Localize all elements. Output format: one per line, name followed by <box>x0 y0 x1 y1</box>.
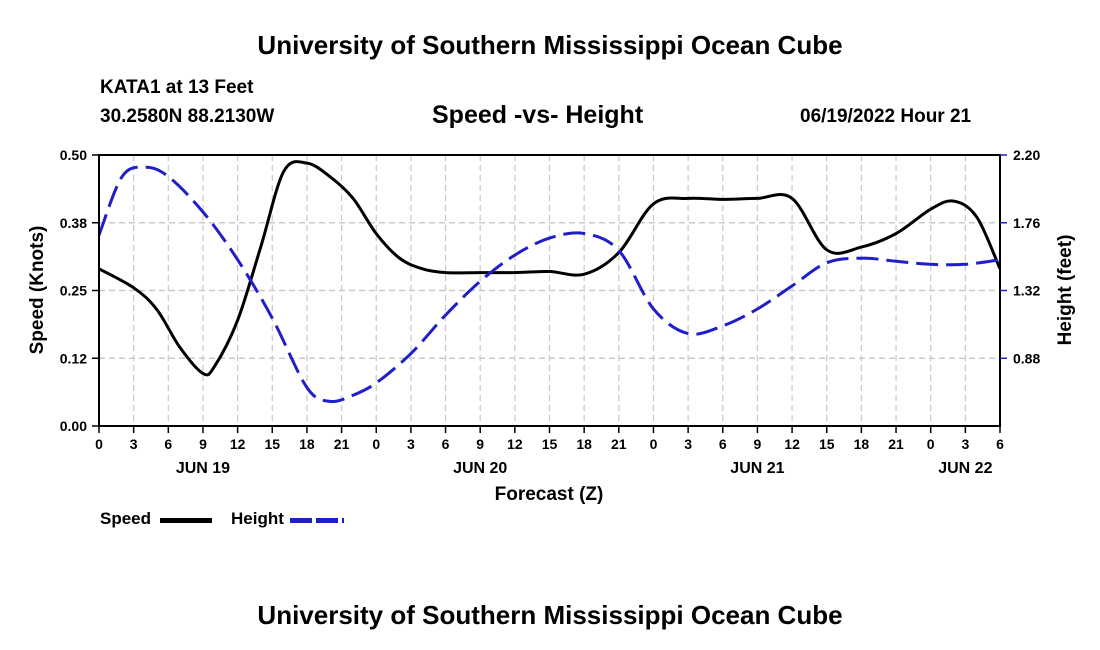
y-tick-label: 0.12 <box>60 350 87 366</box>
x-tick-label: 12 <box>784 436 800 452</box>
station-coordinates: 30.2580N 88.2130W <box>100 106 275 127</box>
height-series-line <box>99 165 1000 404</box>
x-tick-label: 3 <box>130 436 138 452</box>
y-tick-label: 0.38 <box>60 215 87 231</box>
y2-tick-label: 0.88 <box>1013 350 1040 366</box>
header-title: University of Southern Mississippi Ocean… <box>257 30 843 60</box>
x-tick-label: 9 <box>199 436 207 452</box>
x-tick-label: 12 <box>507 436 523 452</box>
x-tick-label: 15 <box>819 436 835 452</box>
station-label: KATA1 at 13 Feet <box>100 77 254 98</box>
x-tick-label: 21 <box>334 436 350 452</box>
x-tick-label: 18 <box>854 436 870 452</box>
x-tick-label: 12 <box>230 436 246 452</box>
y-tick-label: 0.00 <box>60 418 87 434</box>
y2-tick-label: 1.76 <box>1013 215 1040 231</box>
legend-speed-swatch <box>160 518 212 523</box>
x-tick-label: 0 <box>95 436 103 452</box>
x-tick-label: 15 <box>542 436 558 452</box>
y-tick-label: 0.50 <box>60 147 87 163</box>
legend-height-swatch <box>290 518 344 523</box>
x-axis-title: Forecast (Z) <box>495 484 604 505</box>
y-axis-title: Speed (Knots) <box>27 226 48 355</box>
x-tick-label: 9 <box>476 436 484 452</box>
legend-height-label: Height <box>231 509 284 528</box>
forecast-datetime: 06/19/2022 Hour 21 <box>800 106 972 127</box>
x-tick-label: 15 <box>264 436 280 452</box>
x-tick-label: 6 <box>719 436 727 452</box>
speed-series-line <box>99 160 1000 377</box>
x-tick-label: 3 <box>407 436 415 452</box>
x-tick-label: 18 <box>299 436 315 452</box>
chart-title: Speed -vs- Height <box>432 101 644 129</box>
y2-tick-label: 2.20 <box>1013 147 1040 163</box>
date-label: JUN 19 <box>176 460 230 477</box>
date-label: JUN 20 <box>453 460 507 477</box>
footer-title: University of Southern Mississippi Ocean… <box>257 600 843 630</box>
x-tick-label: 9 <box>754 436 762 452</box>
x-tick-label: 18 <box>576 436 592 452</box>
x-tick-label: 21 <box>611 436 627 452</box>
x-tick-label: 3 <box>961 436 969 452</box>
x-tick-label: 6 <box>164 436 172 452</box>
legend-speed-label: Speed <box>100 509 152 528</box>
y-tick-label: 0.25 <box>60 283 87 299</box>
x-tick-label: 0 <box>650 436 658 452</box>
y2-axis-title: Height (feet) <box>1055 235 1076 346</box>
x-tick-label: 6 <box>996 436 1004 452</box>
x-tick-label: 0 <box>927 436 935 452</box>
date-label: JUN 21 <box>730 460 784 477</box>
x-tick-label: 3 <box>684 436 692 452</box>
date-label: JUN 22 <box>938 460 992 477</box>
x-tick-label: 6 <box>442 436 450 452</box>
x-tick-label: 0 <box>372 436 380 452</box>
y2-tick-label: 1.32 <box>1013 283 1040 299</box>
x-tick-label: 21 <box>888 436 904 452</box>
